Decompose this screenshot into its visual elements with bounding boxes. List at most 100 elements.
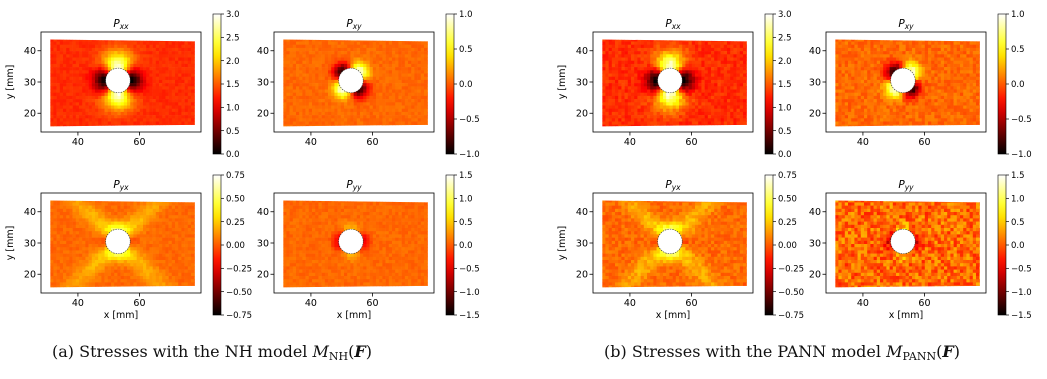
colorbar-tick-label: 0.0: [1011, 80, 1025, 90]
y-tick-label: 30: [24, 77, 36, 88]
x-tick-label: 60: [685, 298, 697, 309]
colorbar: [764, 174, 774, 316]
y-tick-label: 30: [257, 238, 269, 249]
panel-a-yy: 40 60 20 30 40 Pyy x [mm] 1.5 1.0 0.5 0.0 −0.5 −1.0 −…: [257, 171, 480, 321]
caption-b-prefix: (b) Stresses with the PANN model: [604, 342, 887, 361]
panel-title: Pyx: [665, 179, 681, 192]
colorbar: [212, 174, 222, 316]
colorbar: [764, 13, 774, 155]
y-axis-label: y [mm]: [557, 226, 568, 261]
y-tick-label: 20: [809, 109, 821, 120]
caption-b-paren-open: (: [936, 342, 943, 361]
x-tick-label: 40: [857, 137, 869, 148]
panel-title: Pxy: [346, 18, 362, 31]
y-axis-label: y [mm]: [557, 65, 568, 100]
colorbar-tick-label: 0.50: [778, 195, 797, 205]
colorbar-tick-label: 2.0: [226, 57, 240, 67]
colorbar-tick-label: 1.5: [778, 80, 792, 90]
colorbar-tick-label: −0.5: [1011, 265, 1032, 275]
y-tick-label: 40: [257, 46, 269, 57]
colorbar-tick-label: −1.5: [459, 311, 480, 321]
colorbar-tick-label: 0.5: [226, 127, 240, 137]
hole: [105, 67, 131, 94]
y-tick-label: 30: [809, 77, 821, 88]
caption-a-model-subscript: NH: [328, 350, 349, 363]
y-tick-label: 40: [257, 207, 269, 218]
colorbar-tick-label: 0.0: [226, 150, 240, 160]
x-tick-label: 40: [305, 298, 317, 309]
caption-a-model-symbol: M: [312, 342, 329, 361]
caption-a-argument: F: [354, 342, 366, 361]
y-tick-label: 40: [24, 207, 36, 218]
y-tick-label: 40: [24, 46, 36, 57]
caption-b-model-subscript: PANN: [902, 350, 937, 363]
colorbar-tick-label: −0.75: [226, 311, 252, 321]
x-tick-label: 60: [133, 137, 145, 148]
colorbar-tick-label: 2.0: [778, 57, 792, 67]
y-tick-label: 40: [809, 207, 821, 218]
colorbar-tick-label: −1.5: [1011, 311, 1032, 321]
colorbar-tick-label: 0.0: [778, 150, 792, 160]
colorbar-tick-label: 0.75: [226, 171, 245, 181]
y-tick-label: 30: [809, 238, 821, 249]
y-tick-label: 40: [809, 46, 821, 57]
colorbar-tick-label: 0.25: [226, 218, 245, 228]
colorbar-tick-label: 0.0: [459, 80, 473, 90]
field-image: [50, 39, 195, 127]
x-axis-label: x [mm]: [104, 310, 139, 321]
y-axis-label: y [mm]: [5, 226, 16, 261]
x-tick-label: 60: [918, 137, 930, 148]
y-tick-label: 20: [809, 270, 821, 281]
colorbar-tick-label: −0.75: [778, 311, 804, 321]
colorbar-tick-label: 2.5: [778, 34, 792, 44]
colorbar-tick-label: 0.00: [226, 241, 245, 251]
colorbar-tick-label: 3.0: [226, 10, 240, 20]
caption-a: (a) Stresses with the NH model MNH(F): [52, 342, 372, 372]
x-tick-label: 40: [305, 137, 317, 148]
caption-a-paren-close: ): [365, 342, 372, 361]
y-tick-label: 20: [257, 270, 269, 281]
x-axis-label: x [mm]: [656, 310, 691, 321]
colorbar-tick-label: 0.00: [778, 241, 797, 251]
colorbar-tick-label: −0.50: [226, 288, 252, 298]
y-tick-label: 20: [257, 109, 269, 120]
x-tick-label: 60: [133, 298, 145, 309]
colorbar-tick-label: −0.5: [1011, 115, 1032, 125]
colorbar: [445, 174, 455, 316]
field-image: [283, 200, 428, 288]
x-tick-label: 40: [624, 298, 636, 309]
field-image: [602, 39, 747, 127]
hole: [890, 67, 916, 94]
colorbar-tick-label: 1.0: [1011, 10, 1025, 20]
colorbar-tick-label: 0.0: [459, 241, 473, 251]
panel-b-xx: 40 60 20 30 40 Pxx y [mm] 3.0 2.5 2.0 1.5 1.0 0.5 0.0: [557, 10, 792, 160]
x-tick-label: 60: [366, 137, 378, 148]
colorbar-tick-label: 1.0: [1011, 195, 1025, 205]
hole: [338, 67, 364, 94]
hole: [338, 228, 364, 255]
panel-b-yx: 40 60 20 30 40 Pyx y [mm] x [mm] 0.75 0.50 0.25 0.0…: [557, 171, 804, 321]
panel-b-xy: 40 60 20 30 40 Pxy 1.0 0.5 0.0 −0.5 −1.0: [809, 10, 1032, 160]
x-tick-label: 60: [918, 298, 930, 309]
y-tick-label: 20: [576, 109, 588, 120]
x-tick-label: 40: [72, 298, 84, 309]
panel-title: Pxx: [665, 18, 681, 31]
caption-b-argument: F: [942, 342, 954, 361]
y-tick-label: 40: [576, 207, 588, 218]
colorbar-tick-label: 0.5: [459, 218, 473, 228]
hole: [657, 228, 683, 255]
y-tick-label: 30: [576, 77, 588, 88]
panel-title: Pxy: [898, 18, 914, 31]
y-tick-label: 30: [257, 77, 269, 88]
colorbar: [445, 13, 455, 155]
caption-a-prefix: (a) Stresses with the NH model: [52, 342, 313, 361]
caption-a-paren-open: (: [348, 342, 355, 361]
colorbar-tick-label: 0.0: [1011, 241, 1025, 251]
panel-b-yy: 40 60 20 30 40 Pyy x [mm] 1.5 1.0 0.5 0.0 −0.5 −1.0 −…: [809, 171, 1032, 321]
panel-a-xy: 40 60 20 30 40 Pxy 1.0 0.5 0.0 −0.5 −1.0: [257, 10, 480, 160]
caption-b: (b) Stresses with the PANN model MPANN(F…: [604, 342, 960, 372]
panel-title: Pxx: [113, 18, 129, 31]
colorbar-tick-label: 1.5: [1011, 171, 1025, 181]
colorbar: [997, 174, 1007, 316]
